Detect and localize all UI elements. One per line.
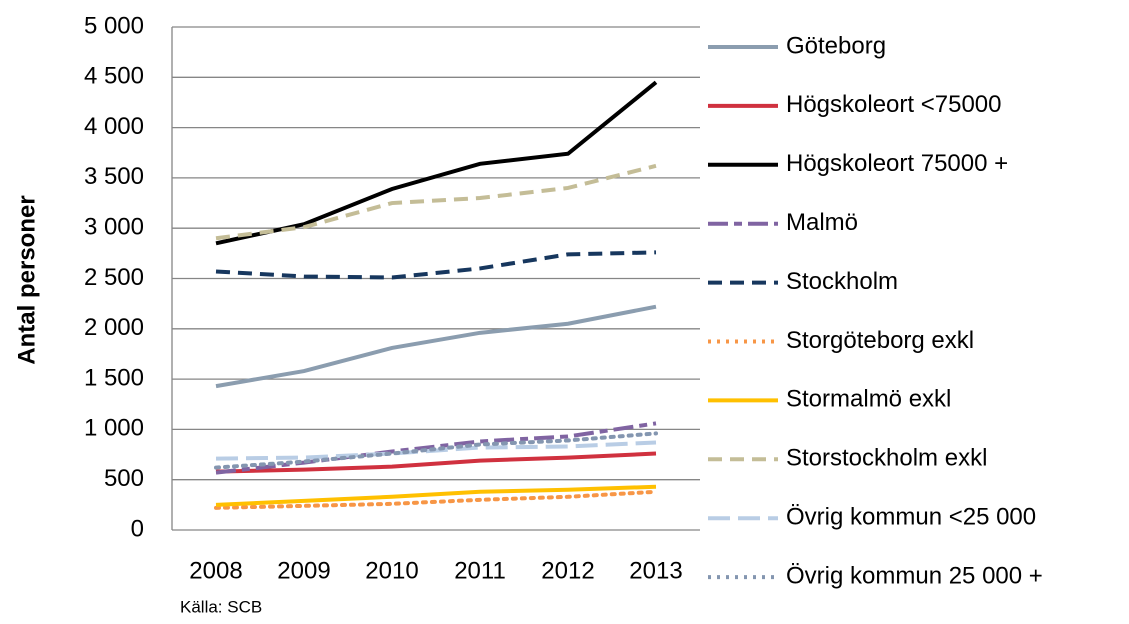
series-line <box>215 484 657 507</box>
legend-label: Högskoleort 75000 + <box>786 150 1008 177</box>
y-tick-label: 500 <box>104 465 144 492</box>
legend-label: Övrig kommun <25 000 <box>786 504 1036 531</box>
series-line <box>215 250 657 280</box>
legend-label: Malmö <box>786 209 858 236</box>
legend-label: Stockholm <box>786 268 898 295</box>
legend-label: Stormalmö exkl <box>786 386 951 413</box>
x-tick-label: 2011 <box>454 557 506 584</box>
y-tick-label: 4 500 <box>84 63 144 90</box>
y-axis-title: Antal personer <box>13 195 40 364</box>
y-tick-label: 1 000 <box>84 415 144 442</box>
y-tick-label: 2 000 <box>84 314 144 341</box>
series-line <box>215 451 657 474</box>
legend-label: Göteborg <box>786 32 886 59</box>
y-tick-label: 0 <box>131 515 144 542</box>
x-tick-label: 2010 <box>365 557 418 584</box>
series-line <box>214 431 658 470</box>
series-line <box>214 489 658 510</box>
series-line <box>215 80 658 246</box>
legend-label: Storgöteborg exkl <box>786 327 974 354</box>
y-tick-label: 3 500 <box>84 163 144 190</box>
y-tick-label: 2 500 <box>84 264 144 291</box>
source-note: Källa: SCB <box>180 597 262 616</box>
y-tick-label: 3 000 <box>84 214 144 241</box>
y-tick-label: 1 500 <box>84 364 144 391</box>
legend-label: Storstockholm exkl <box>786 445 987 472</box>
series-line <box>215 163 657 241</box>
x-tick-label: 2009 <box>277 557 330 584</box>
x-tick-label: 2013 <box>629 557 682 584</box>
series-line <box>215 440 657 461</box>
legend-label: Högskoleort <75000 <box>786 91 1001 118</box>
x-tick-label: 2008 <box>189 557 242 584</box>
y-tick-label: 5 000 <box>84 12 144 39</box>
legend-label: Övrig kommun 25 000 + <box>786 562 1043 589</box>
y-tick-label: 4 000 <box>84 113 144 140</box>
series-line <box>215 304 657 389</box>
x-tick-label: 2012 <box>541 557 594 584</box>
